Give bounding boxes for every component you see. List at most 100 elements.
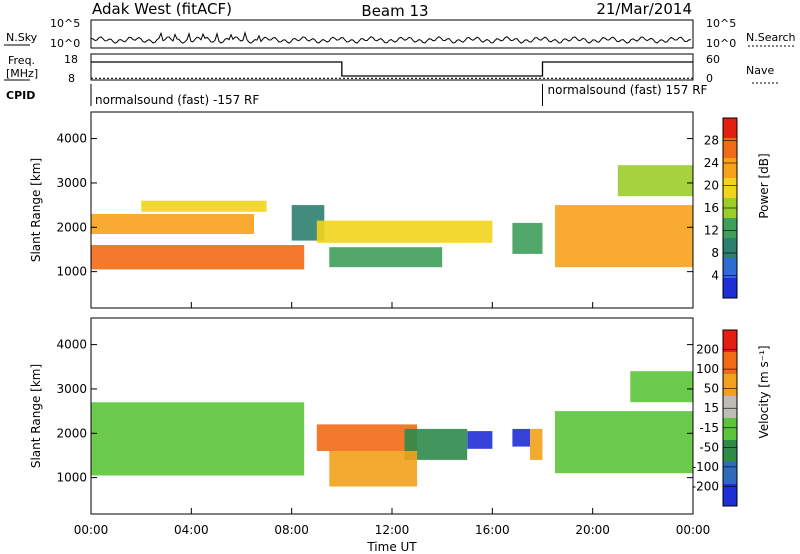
freq-tick-top: 18 bbox=[64, 53, 78, 66]
colorbar-label-4: 16 bbox=[704, 201, 719, 215]
data-band-6 bbox=[329, 247, 443, 268]
cpid-segment-1: normalsound (fast) -157 RF bbox=[95, 93, 259, 107]
velocity-yticks: 1000 2000 3000 4000 bbox=[56, 338, 693, 485]
noise-right-label: N.Search bbox=[746, 31, 796, 44]
frequency-trace bbox=[91, 61, 693, 77]
colorbar-swatch-1 bbox=[723, 118, 737, 139]
colorbar-label-2: -100 bbox=[692, 460, 719, 474]
power-colorbar: 4 8 12 16 20 24 28 bbox=[704, 117, 738, 299]
colorbar-label-8: 200 bbox=[696, 343, 719, 357]
x-axis-ticks: 00:00 04:00 08:00 12:00 16:00 20:00 00:00 bbox=[74, 302, 710, 537]
frequency-panel: Freq. [MHz] 18 8 60 0 Nave bbox=[4, 53, 780, 85]
noise-right-tick-top: 10^5 bbox=[706, 17, 736, 30]
xtick-label-1: 00:00 bbox=[74, 523, 109, 537]
noise-left-label: N.Sky bbox=[6, 31, 38, 44]
colorbar-swatch-4 bbox=[723, 178, 737, 199]
colorbar-label-6: 24 bbox=[704, 156, 719, 170]
noise-line bbox=[90, 30, 692, 44]
colorbar-swatch-6 bbox=[723, 218, 737, 239]
velocity-colorbar-label: Velocity [m s⁻¹] bbox=[757, 345, 771, 438]
freq-label-line1: Freq. bbox=[8, 54, 35, 67]
x-axis-label: Time UT bbox=[366, 540, 417, 554]
power-panel: Slant Range [km] 1000 2000 3000 4000 bbox=[29, 111, 694, 309]
data-band-8 bbox=[555, 205, 693, 268]
colorbar-label-2: 8 bbox=[711, 246, 719, 260]
colorbar-swatch-2 bbox=[723, 138, 737, 159]
ytick-label-2: 2000 bbox=[56, 220, 87, 234]
colorbar-swatch-7 bbox=[723, 238, 737, 259]
noise-right-tick-bottom: 10^0 bbox=[706, 37, 736, 50]
colorbar-label-6: 50 bbox=[704, 382, 719, 396]
data-band-5 bbox=[316, 220, 493, 243]
station-title: Adak West (fitACF) bbox=[92, 0, 232, 18]
colorbar-swatch-8 bbox=[723, 484, 737, 507]
xtick-label-3: 08:00 bbox=[274, 523, 309, 537]
colorbar-label-5: 20 bbox=[704, 179, 719, 193]
colorbar-swatch-3 bbox=[723, 374, 737, 397]
ytick-label-1: 1000 bbox=[56, 471, 87, 485]
data-band-9 bbox=[617, 165, 694, 197]
data-band-4 bbox=[467, 431, 493, 449]
nave-tick-top: 60 bbox=[706, 53, 720, 66]
noise-panel: N.Sky 10^5 10^0 10^5 10^0 N.Search bbox=[4, 17, 796, 50]
data-band-2 bbox=[91, 214, 254, 234]
data-band-1 bbox=[91, 402, 305, 476]
data-band-7 bbox=[530, 428, 543, 460]
colorbar-label-7: 100 bbox=[696, 362, 719, 376]
xtick-label-2: 04:00 bbox=[174, 523, 209, 537]
colorbar-frame bbox=[722, 329, 738, 507]
colorbar-swatch-1 bbox=[723, 330, 737, 353]
ytick-label-3: 3000 bbox=[56, 176, 87, 190]
colorbar-swatch-8 bbox=[723, 258, 737, 279]
nave-tick-bottom: 0 bbox=[706, 72, 713, 85]
ytick-label-4: 4000 bbox=[56, 132, 87, 146]
cpid-segment-2: normalsound (fast) 157 RF bbox=[548, 83, 708, 97]
colorbar-swatch-7 bbox=[723, 462, 737, 485]
power-yticks: 1000 2000 3000 4000 bbox=[56, 132, 693, 279]
colorbar-label-4: -15 bbox=[699, 421, 719, 435]
colorbar-swatch-9 bbox=[723, 278, 737, 299]
velocity-panel: Slant Range [km] 1000 2000 3000 4000 bbox=[29, 317, 694, 515]
colorbar-label-5: 15 bbox=[704, 401, 719, 415]
data-band-2 bbox=[316, 424, 418, 451]
data-band-5 bbox=[329, 451, 418, 487]
xtick-label-5: 16:00 bbox=[475, 523, 510, 537]
data-band-7 bbox=[512, 222, 543, 254]
data-band-9 bbox=[630, 371, 693, 403]
velocity-data bbox=[91, 371, 693, 487]
ytick-label-1: 1000 bbox=[56, 265, 87, 279]
ytick-label-2: 2000 bbox=[56, 426, 87, 440]
cpid-panel: CPID normalsound (fast) -157 RF normalso… bbox=[6, 83, 708, 107]
data-band-6 bbox=[512, 428, 530, 447]
colorbar-label-7: 28 bbox=[704, 134, 719, 148]
data-band-3 bbox=[141, 200, 267, 212]
freq-tick-bottom: 8 bbox=[68, 72, 75, 85]
velocity-ylabel: Slant Range [km] bbox=[29, 364, 43, 468]
power-ylabel: Slant Range [km] bbox=[29, 158, 43, 262]
xtick-label-4: 12:00 bbox=[375, 523, 410, 537]
noise-left-tick-bottom: 10^0 bbox=[50, 37, 80, 50]
colorbar-label-1: -200 bbox=[692, 479, 719, 493]
xtick-label-6: 20:00 bbox=[575, 523, 610, 537]
nave-label: Nave bbox=[746, 64, 774, 77]
cpid-label: CPID bbox=[6, 89, 35, 102]
colorbar-swatch-5 bbox=[723, 418, 737, 441]
colorbar-label-1: 4 bbox=[711, 269, 719, 283]
noise-left-tick-top: 10^5 bbox=[50, 17, 80, 30]
date-title: 21/Mar/2014 bbox=[596, 0, 692, 18]
ytick-label-4: 4000 bbox=[56, 338, 87, 352]
colorbar-swatch-2 bbox=[723, 352, 737, 375]
beam-title: Beam 13 bbox=[361, 2, 428, 20]
noise-trace bbox=[90, 30, 692, 44]
ytick-label-3: 3000 bbox=[56, 382, 87, 396]
colorbar-swatch-6 bbox=[723, 440, 737, 463]
colorbar-label-3: 12 bbox=[704, 224, 719, 238]
data-band-8 bbox=[555, 411, 693, 474]
colorbar-label-3: -50 bbox=[699, 440, 719, 454]
colorbar-swatch-4 bbox=[723, 396, 737, 419]
data-band-1 bbox=[91, 245, 305, 270]
velocity-colorbar: -200 -100 -50 -15 15 50 100 200 bbox=[692, 329, 738, 507]
power-data bbox=[91, 165, 694, 270]
colorbar-swatch-3 bbox=[723, 158, 737, 179]
